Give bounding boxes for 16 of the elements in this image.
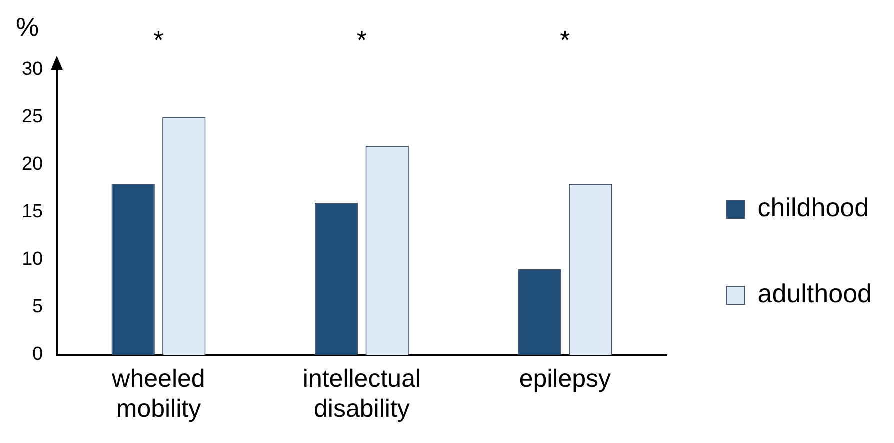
y-axis-title: % — [16, 12, 40, 42]
y-tick-label: 15 — [22, 202, 44, 223]
x-tick-label: epilepsy — [519, 364, 612, 393]
y-tick-label: 10 — [22, 249, 44, 270]
legend-label: adulthood — [758, 278, 872, 309]
y-tick-label: 20 — [22, 154, 44, 176]
y-tick-label: 25 — [22, 106, 44, 128]
legend-label: childhood — [758, 192, 870, 223]
y-tick-label: 0 — [32, 344, 44, 366]
text: * — [560, 25, 570, 56]
x-tick-label: intellectual disability — [302, 364, 422, 423]
y-tick-label: 30 — [22, 59, 44, 80]
text: * — [154, 25, 164, 56]
x-tick-label: wheeled mobility — [111, 364, 206, 423]
y-tick-label: 5 — [32, 296, 44, 318]
text: * — [356, 25, 368, 56]
